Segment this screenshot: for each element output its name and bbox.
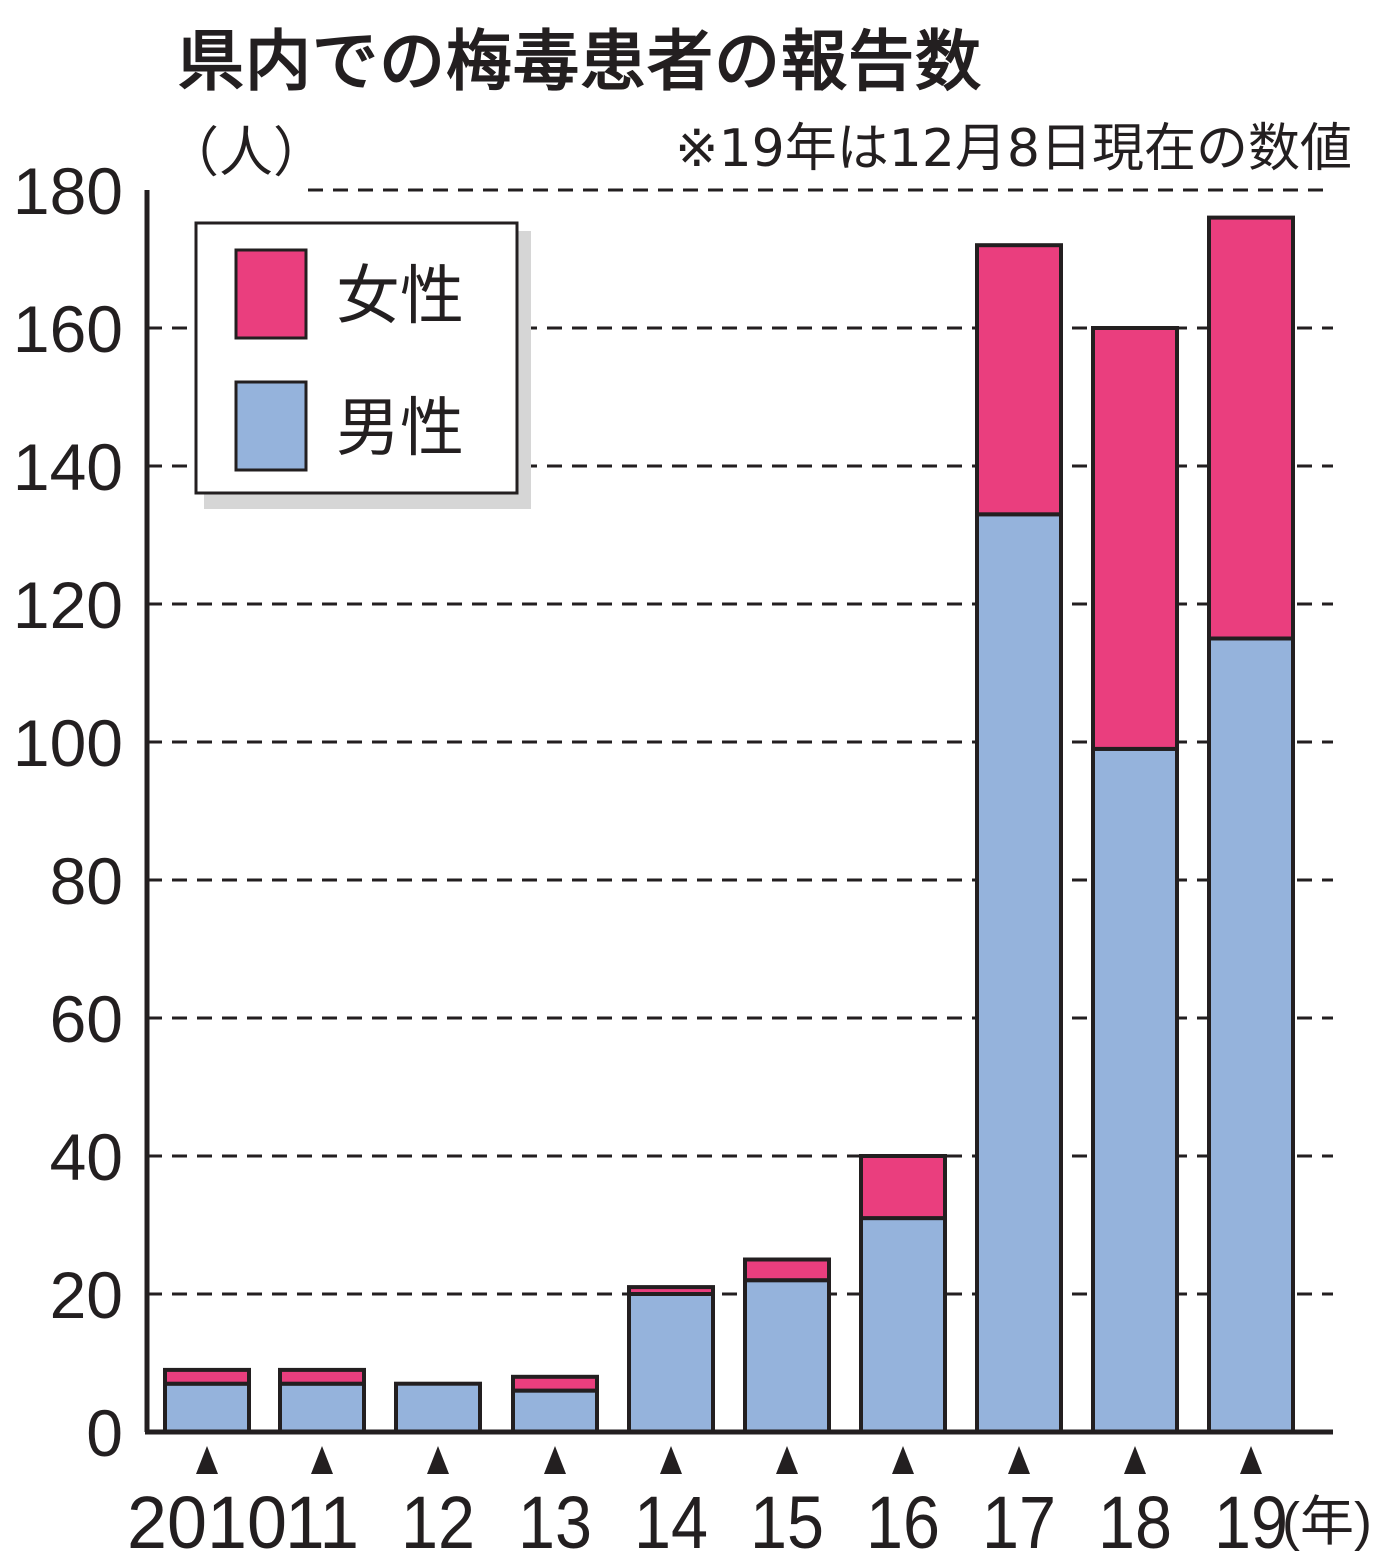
- x-tick-marker: [544, 1446, 566, 1474]
- bar-segment-female-13: [511, 1374, 599, 1393]
- bar-segment-male-11: [278, 1381, 366, 1434]
- x-tick-marker: [776, 1446, 798, 1474]
- legend-swatch-female: [234, 248, 308, 340]
- x-tick-label: 12: [401, 1481, 475, 1559]
- y-tick-label: 20: [50, 1258, 123, 1332]
- y-tick-label: 120: [13, 568, 123, 642]
- x-tick-label: 2010: [127, 1481, 287, 1559]
- bar-segment-female-18: [1091, 326, 1179, 751]
- x-tick-label: 14: [634, 1481, 708, 1559]
- x-tick-marker: [1240, 1446, 1262, 1474]
- x-tick-label: 15: [750, 1481, 824, 1559]
- bar-segment-male-2010: [163, 1381, 251, 1434]
- y-tick-label: 60: [50, 982, 123, 1056]
- legend-swatch-male: [234, 380, 308, 472]
- x-tick-label: 18: [1098, 1481, 1172, 1559]
- bar-segment-female-14: [627, 1285, 715, 1296]
- bar-segment-female-16: [859, 1154, 947, 1221]
- bar-segment-female-2010: [163, 1367, 251, 1386]
- x-tick-label: 17: [982, 1481, 1056, 1559]
- legend: 女性 男性: [194, 221, 531, 509]
- bar-segment-male-17: [975, 512, 1063, 1434]
- y-tick-label: 160: [13, 292, 123, 366]
- x-axis-unit-label: (年): [1282, 1492, 1372, 1552]
- x-tick-label: 11: [285, 1481, 359, 1559]
- x-tick-label: 13: [518, 1481, 592, 1559]
- x-tick-marker: [660, 1446, 682, 1474]
- legend-label-male: 男性: [336, 392, 464, 464]
- bar-segment-male-19: [1207, 636, 1295, 1434]
- y-axis-unit-label: （人）: [165, 121, 327, 184]
- x-tick-marker: [1124, 1446, 1146, 1474]
- y-tick-label: 180: [13, 154, 123, 228]
- bar-segment-male-15: [743, 1278, 831, 1434]
- x-tick-marker: [427, 1446, 449, 1474]
- y-tick-label: 80: [50, 844, 123, 918]
- x-tick-label: 16: [866, 1481, 940, 1559]
- bar-segment-male-14: [627, 1292, 715, 1434]
- bar-segment-female-19: [1207, 215, 1295, 641]
- x-tick-marker: [1008, 1446, 1030, 1474]
- y-tick-label: 40: [50, 1120, 123, 1194]
- axes: [144, 190, 1333, 1435]
- legend-label-female: 女性: [336, 260, 464, 332]
- bar-segment-male-13: [511, 1388, 599, 1434]
- x-tick-marker: [892, 1446, 914, 1474]
- bar-segment-female-11: [278, 1367, 366, 1386]
- bars: [163, 215, 1295, 1434]
- chart-footnote: ※19年は12月8日現在の数値: [675, 119, 1352, 179]
- x-tick-label: 19: [1214, 1481, 1288, 1559]
- bar-segment-male-12: [394, 1381, 482, 1434]
- y-tick-label: 100: [13, 706, 123, 780]
- bar-segment-male-18: [1091, 746, 1179, 1434]
- x-tick-marker: [311, 1446, 333, 1474]
- bar-segment-female-15: [743, 1257, 831, 1283]
- y-tick-label: 0: [86, 1396, 123, 1470]
- chart-title: 県内での梅毒患者の報告数: [178, 23, 982, 100]
- y-tick-labels: 0 20 40 60 80 100 120 140 160 180: [13, 154, 123, 1470]
- x-tick-marker: [196, 1446, 218, 1474]
- y-tick-label: 140: [13, 430, 123, 504]
- bar-segment-female-17: [975, 243, 1063, 517]
- bar-segment-male-16: [859, 1216, 947, 1434]
